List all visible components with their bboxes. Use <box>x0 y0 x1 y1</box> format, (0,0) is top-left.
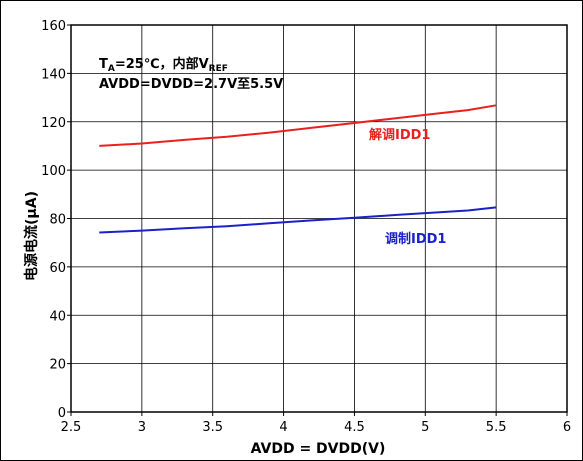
series-line-1 <box>99 206 497 234</box>
x-axis-title: AVDD = DVDD(V) <box>251 441 386 457</box>
y-tick-label: 40 <box>49 309 66 324</box>
y-tick-label: 60 <box>49 261 66 276</box>
annotation-condition-1: TA=25℃，内部VREF <box>99 56 228 74</box>
x-tick-label: 2.5 <box>61 420 82 435</box>
x-tick-label: 4.5 <box>344 420 365 435</box>
series-line-0 <box>99 104 497 147</box>
grid-lines <box>71 25 567 412</box>
annotation-condition-2: AVDD=DVDD=2.7V至5.5V <box>99 77 283 92</box>
y-tick-label: 0 <box>58 406 66 421</box>
series-label-mod: 调制IDD1 <box>385 231 446 247</box>
y-axis-title: 电源电流(μA) <box>23 191 40 281</box>
x-tick-label: 3.5 <box>202 420 223 435</box>
x-tick-label: 5.5 <box>486 420 507 435</box>
x-tick-label: 5 <box>421 420 429 435</box>
x-tick-label: 3 <box>138 420 146 435</box>
x-tick-label: 6 <box>563 420 571 435</box>
y-tick-label: 120 <box>41 116 66 131</box>
y-tick-label: 160 <box>41 19 66 34</box>
y-tick-label: 140 <box>41 67 66 82</box>
series-label-demod: 解调IDD1 <box>368 127 430 143</box>
x-tick-label: 4 <box>279 420 287 435</box>
y-tick-label: 80 <box>49 213 66 228</box>
y-tick-label: 20 <box>49 358 66 373</box>
y-tick-label: 100 <box>41 164 66 179</box>
series-lines <box>99 104 497 234</box>
